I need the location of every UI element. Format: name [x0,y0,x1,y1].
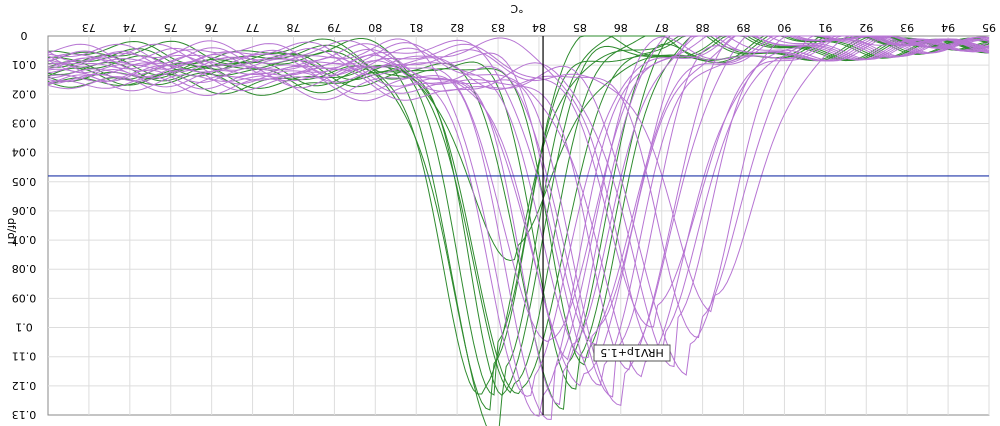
x-tick-label: 78 [286,21,300,34]
plot-area [47,35,990,416]
x-tick-label: 95 [982,21,996,34]
cursor-label: HRV1p+1.5 [593,344,671,362]
y-tick-label: 0.06 [12,204,37,217]
series-line-green[interactable] [47,35,990,395]
x-tick-label: 84 [532,21,546,34]
x-tick-label: 75 [164,21,178,34]
x-tick-label: 86 [614,21,628,34]
x-tick-label: 94 [941,21,955,34]
series-line-green[interactable] [47,35,990,390]
x-tick-label: 90 [777,21,791,34]
series-line-purple[interactable] [47,35,990,398]
series-line-purple[interactable] [47,35,990,346]
x-axis-title: °C [510,2,524,15]
x-tick-label: 82 [450,21,464,34]
y-tick-label: 0.07 [12,233,37,246]
x-tick-label: 91 [818,21,832,34]
cursor-label-text: HRV1p+1.5 [600,346,664,359]
x-tick-label: 92 [859,21,873,34]
series-line-purple[interactable] [47,35,990,343]
y-tick-label: 0.02 [12,87,37,100]
x-tick-label: 81 [409,21,423,34]
y-tick-label: 0.03 [12,116,37,129]
x-axis-ticks: 73 74 75 76 77 78 79 80 81 82 83 84 85 86 87 88 89 90 91 92… [82,21,996,34]
y-tick-label: 0.01 [12,58,37,71]
x-tick-label: 83 [491,21,505,34]
y-tick-label: 0.09 [12,291,37,304]
y-tick-label: 0.12 [12,379,37,392]
series-line-purple[interactable] [47,38,990,376]
y-tick-label: 0.08 [12,262,37,275]
y-tick-label: 0.13 [12,408,37,421]
y-tick-label: 0 [21,29,28,42]
y-tick-label: 0.05 [12,175,37,188]
series-line-purple[interactable] [47,35,990,361]
y-axis-ticks: 0 0.01 0.02 0.03 0.04 0.05 0.06 0.07 0.08 0.09 0.1… [12,29,37,421]
x-tick-label: 88 [696,21,710,34]
series-layer [47,35,990,426]
y-tick-label: 0.04 [12,146,37,159]
x-tick-label: 93 [900,21,914,34]
x-tick-label: 79 [327,21,341,34]
x-tick-label: 89 [737,21,751,34]
series-line-purple[interactable] [47,38,990,368]
x-tick-label: 80 [368,21,382,34]
x-tick-label: 87 [655,21,669,34]
x-tick-label: 85 [573,21,587,34]
cursor-label-box [593,344,671,362]
x-tick-label: 77 [246,21,260,34]
series-line-purple[interactable] [47,35,990,371]
y-tick-label: 0.1 [15,321,33,334]
series-line-purple[interactable] [47,35,990,313]
y-axis-title: df/dT [5,218,18,247]
x-tick-label: 76 [205,21,219,34]
series-line-purple[interactable] [47,35,990,406]
x-tick-label: 74 [123,21,137,34]
x-tick-label: 73 [82,21,96,34]
y-tick-label: 0.11 [12,350,37,363]
